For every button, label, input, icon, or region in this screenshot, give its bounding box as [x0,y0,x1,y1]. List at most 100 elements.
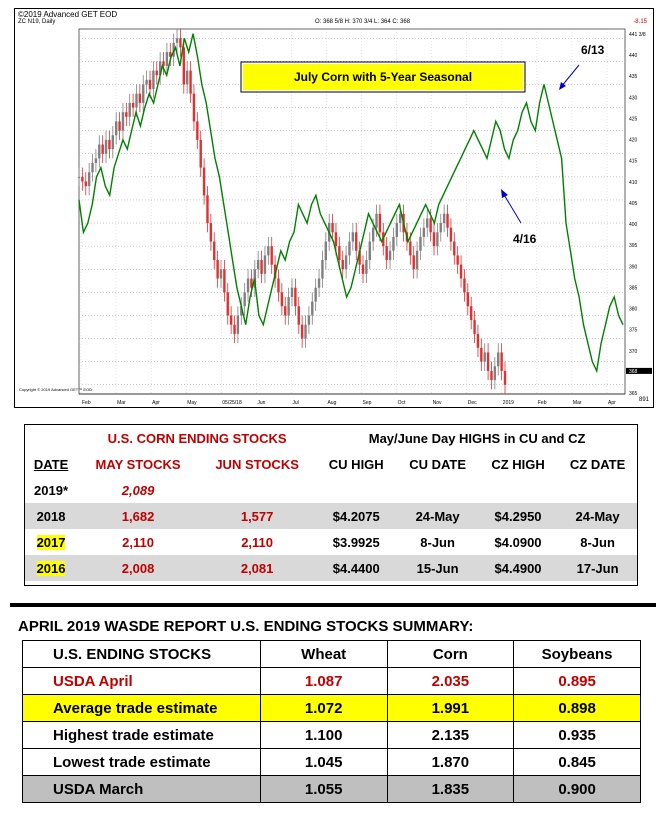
candle-body [331,223,334,233]
candle-body [300,324,304,339]
corn-stocks-table: U.S. CORN ENDING STOCKS May/June Day HIG… [24,424,638,581]
x-tick-label: Feb [538,400,547,406]
x-tick-label: 2019 [503,400,514,406]
col-wheat: Wheat [259,640,388,668]
candle-body [297,306,300,325]
title-box-fill [243,64,523,90]
candle-body [263,255,267,274]
candle-body [480,347,483,362]
candle-body [175,38,179,43]
y-tick-label: 415 [629,159,638,165]
candle-body [415,250,419,270]
candle-body [158,61,162,76]
candle-body [486,352,490,371]
chart-canvas: 441 3/8 440 435 430 425 420 415 410 405 400 395 390… [77,28,652,406]
candle-body [307,315,311,325]
candle-body [179,38,182,48]
y-tick-label: 410 [629,180,638,186]
candle-body [246,278,250,293]
y-tick-label: 365 [629,391,638,397]
last-price-marker [626,367,652,374]
candle-body [442,213,446,224]
y-tick-label: 425 [629,116,638,122]
candle-body [152,70,155,90]
table-row: 2018 1,682 1,577 $4.2075 24-May $4.2950 … [24,503,638,529]
y-tick-label: 440 [629,53,638,59]
candle-body [216,260,219,279]
candle-body [459,264,463,279]
candle-body [483,352,486,362]
candle-body [104,139,108,154]
candle-body [84,181,87,187]
candle-body [321,260,324,279]
col-cz-high: CZ HIGH [491,456,545,472]
x-tick-label: Feb [82,400,91,406]
col-cu-high: CU HIGH [328,456,384,472]
candle-body [260,260,263,274]
candle-body [199,139,202,168]
col-date: DATE [33,456,69,472]
annotation-arrow [560,64,580,88]
candle-body [108,139,111,150]
group-title-stocks: U.S. CORN ENDING STOCKS [78,424,317,451]
candle-body [162,61,165,66]
x-tick-label: Sep [363,400,372,406]
candle-body [206,195,209,224]
candle-body [476,333,480,348]
col-corn: Corn [386,640,515,668]
chart-source: ©2019 Advanced GET EOD [18,10,118,19]
price-chart: ©2019 Advanced GET EOD ZC N19, Daily O: … [14,8,654,408]
candle-body [219,269,223,279]
candle-body [81,176,84,182]
candle-body [361,264,365,274]
candle-body [135,93,138,108]
candle-body [368,241,371,261]
seasonal-line [78,33,624,374]
candle-body [277,278,280,293]
candle-body [304,324,307,339]
candle-body [419,236,422,251]
candle-body [243,292,246,307]
candle-body [290,287,294,297]
candle-body [466,292,470,307]
candle-body [324,241,328,261]
candle-body [392,236,395,251]
candle-body [395,223,399,237]
chart-corner-value: 891 [638,397,649,403]
candle-body [118,121,121,131]
candle-body [125,112,128,117]
x-tick-label: Jun [257,400,265,406]
candle-body [355,232,358,251]
candle-body [226,292,229,316]
y-tick-label: 400 [629,222,638,228]
candle-body [490,370,493,381]
chart-symbol: ZC N19, Daily [18,19,56,25]
candle-body [87,172,91,187]
candle-body [240,306,243,316]
candle-body [189,70,192,94]
candle-body [94,158,98,163]
candle-body [294,287,297,307]
table-row: Lowest trade estimate 1.045 1.870 0.845 [22,748,641,776]
candle-body [398,213,402,224]
candle-body [432,232,436,247]
y-tick-label: 370 [629,349,638,355]
y-tick-label: 430 [629,95,638,101]
annotation-arrow [502,192,522,224]
x-tick-label: Dec [468,400,477,406]
col-jun-stocks: JUN STOCKS [215,456,299,472]
candle-body [91,162,94,173]
candle-body [503,370,507,385]
table-row: USDA April 1.087 2.035 0.895 [22,667,641,695]
candle-body [338,246,341,261]
annotation-arrowhead [501,189,508,198]
col-soybeans: Soybeans [513,640,641,668]
x-tick-label: Jul [292,400,298,406]
table-row: 2017 2,110 2,110 $3.9925 8-Jun $4.0900 8… [36,534,615,550]
candle-body [169,52,172,57]
candle-body [250,278,253,288]
table-row: Highest trade estimate 1.100 2.135 0.935 [22,721,641,749]
candle-body [378,213,382,233]
candle-body [453,241,456,256]
candle-body [229,315,233,325]
